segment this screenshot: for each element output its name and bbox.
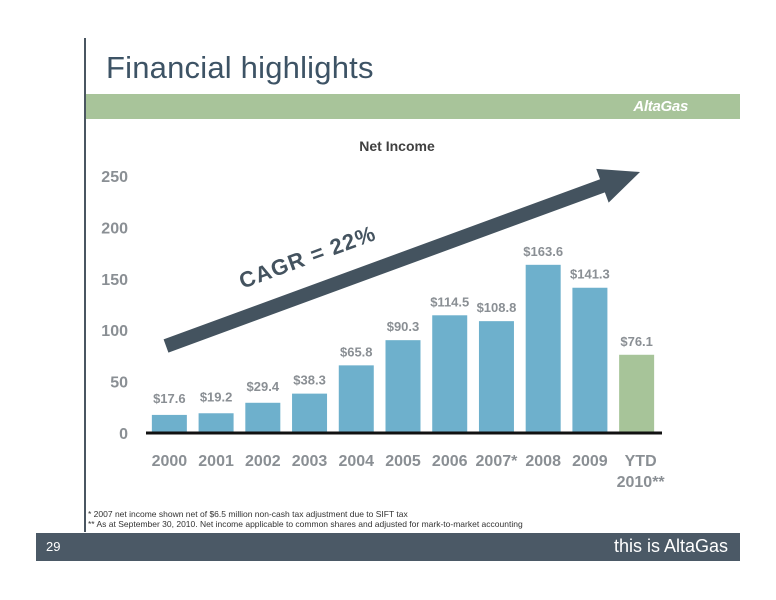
x-tick-label: 2003 <box>292 453 328 470</box>
footnote-ytd: ** As at September 30, 2010. Net income … <box>88 519 523 529</box>
x-tick-label: 2000 <box>152 453 188 470</box>
bar <box>292 393 328 433</box>
tagline: this is AltaGas <box>613 536 728 556</box>
x-tick-label: 2006 <box>432 453 468 470</box>
growth-arrow <box>163 168 640 353</box>
bar <box>525 264 561 433</box>
altagas-logo: AltaGas <box>633 98 688 115</box>
bar <box>338 365 374 433</box>
x-tick-label: 2009 <box>572 453 608 470</box>
data-label: $114.5 <box>430 294 469 309</box>
data-label: $17.6 <box>153 391 186 406</box>
y-tick-label: 250 <box>101 169 128 186</box>
x-tick-label: YTD <box>625 453 657 470</box>
data-label: $38.3 <box>293 373 326 388</box>
bar <box>478 321 514 433</box>
data-label: $108.8 <box>477 300 517 315</box>
data-label: $29.4 <box>247 379 280 394</box>
bar <box>198 413 234 433</box>
data-label: $163.6 <box>523 244 563 259</box>
page-number: 29 <box>46 539 61 554</box>
bar <box>385 340 421 433</box>
x-tick-label: 2008 <box>525 453 561 470</box>
x-tick-label: 2005 <box>385 453 421 470</box>
data-label: $76.1 <box>620 334 653 349</box>
y-tick-label: 150 <box>101 272 128 289</box>
data-label: $65.8 <box>340 344 373 359</box>
y-tick-label: 100 <box>101 323 128 340</box>
bar <box>432 315 468 433</box>
bar <box>619 354 655 433</box>
data-label: $141.3 <box>570 267 610 282</box>
bar <box>572 287 608 433</box>
x-tick-label: 2010** <box>617 474 666 491</box>
x-tick-label: 2001 <box>198 453 234 470</box>
bar <box>151 414 187 433</box>
data-label: $19.2 <box>200 389 233 404</box>
y-tick-label: 0 <box>119 426 128 443</box>
slide-title: Financial highlights <box>106 50 374 85</box>
x-tick-label: 2002 <box>245 453 281 470</box>
left-rule <box>84 38 86 532</box>
y-tick-label: 200 <box>101 220 128 237</box>
footnote-sift: * 2007 net income shown net of $6.5 mill… <box>88 509 408 519</box>
x-tick-label: 2007* <box>476 453 519 470</box>
data-label: $90.3 <box>387 319 420 334</box>
x-tick-label: 2004 <box>338 453 374 470</box>
header-band <box>86 94 740 119</box>
bar <box>245 402 281 433</box>
chart-title: Net Income <box>359 138 435 154</box>
footer-bar: 29 this is AltaGas <box>36 533 740 561</box>
y-tick-label: 50 <box>110 375 128 392</box>
